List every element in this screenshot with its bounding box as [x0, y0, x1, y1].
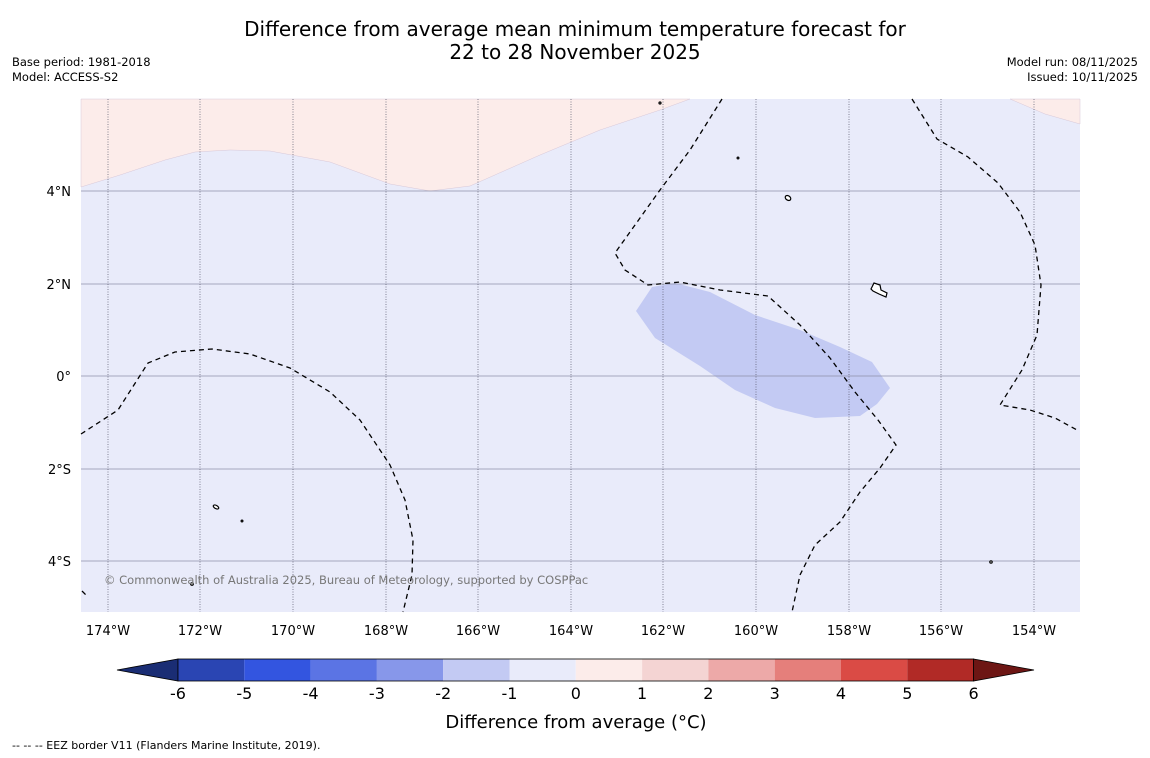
- colorbar-segment: [774, 659, 841, 681]
- anomaly-region-warm-top: [80, 98, 691, 192]
- anomaly-region-warm-corner: [1009, 98, 1081, 125]
- island: [658, 101, 662, 105]
- meta-left: Base period: 1981-2018 Model: ACCESS-S2: [12, 55, 151, 85]
- island: [240, 519, 244, 523]
- lat-label: 4°S: [48, 555, 71, 570]
- colorbar-segment: [708, 659, 775, 681]
- lat-label: 0°: [56, 370, 71, 385]
- eez-border-west-fragment: [81, 590, 87, 596]
- island: [784, 194, 792, 202]
- colorbar-label: Difference from average (°C): [445, 712, 706, 733]
- colorbar-segment: [376, 659, 444, 681]
- colorbar-tick: -3: [369, 684, 385, 703]
- colorbar-tick: 3: [770, 684, 780, 703]
- colorbar-segment: [509, 659, 576, 681]
- lon-label: 170°W: [271, 624, 315, 639]
- lon-label: 164°W: [549, 624, 593, 639]
- colorbar: -6 -5 -4 -3 -2 -1 0 1 2 3 4 5 6 Differen…: [116, 658, 1035, 733]
- island: [190, 582, 194, 586]
- model-name: Model: ACCESS-S2: [12, 70, 119, 84]
- colorbar-extend-low: [116, 658, 179, 682]
- lon-label: 154°W: [1012, 624, 1056, 639]
- meridians: [107, 99, 1035, 612]
- colorbar-tick: -1: [502, 684, 518, 703]
- eez-footnote: -- -- -- EEZ border V11 (Flanders Marine…: [12, 739, 321, 752]
- colorbar-tick: 2: [703, 684, 713, 703]
- meta-right: Model run: 08/11/2025 Issued: 10/11/2025: [1007, 55, 1138, 85]
- island-group: [870, 282, 888, 298]
- island: [736, 156, 740, 160]
- lat-axis-labels: 4°N 2°N 0° 2°S 4°S: [47, 185, 72, 570]
- colorbar-segment: [642, 659, 709, 681]
- colorbar-tick: 5: [902, 684, 912, 703]
- lat-label: 2°S: [48, 463, 71, 478]
- colorbar-outline: [177, 658, 974, 682]
- title-line-2: 22 to 28 November 2025: [449, 40, 701, 64]
- lon-label: 174°W: [86, 624, 130, 639]
- base-period: Base period: 1981-2018: [12, 55, 151, 69]
- colorbar-segment: [907, 659, 974, 681]
- island: [989, 560, 993, 564]
- anomaly-region-cool: [636, 283, 890, 418]
- lon-axis-labels: 174°W 172°W 170°W 168°W 166°W 164°W 162°…: [86, 624, 1056, 639]
- lat-label: 4°N: [47, 185, 72, 200]
- eez-borders: [80, 98, 1078, 613]
- lon-label: 162°W: [641, 624, 685, 639]
- colorbar-segment: [310, 659, 377, 681]
- lon-label: 166°W: [456, 624, 500, 639]
- colorbar-ticks: -6 -5 -4 -3 -2 -1 0 1 2 3 4 5 6: [170, 684, 979, 703]
- gridlines: [81, 190, 1080, 562]
- copyright-text: © Commonwealth of Australia 2025, Bureau…: [104, 573, 588, 587]
- issued-date: Issued: 10/11/2025: [1027, 70, 1138, 84]
- lon-label: 158°W: [827, 624, 871, 639]
- islands: [190, 101, 993, 586]
- colorbar-tick: 6: [969, 684, 979, 703]
- colorbar-segment: [575, 659, 643, 681]
- title-line-1: Difference from average mean minimum tem…: [244, 17, 906, 41]
- lon-label: 156°W: [919, 624, 963, 639]
- map-background: [81, 99, 1080, 612]
- colorbar-tick: -6: [170, 684, 186, 703]
- lon-label: 160°W: [734, 624, 778, 639]
- colorbar-segment: [178, 659, 245, 681]
- colorbar-tick: 0: [571, 684, 581, 703]
- colorbar-tick: 1: [637, 684, 647, 703]
- map-plot: © Commonwealth of Australia 2025, Bureau…: [80, 98, 1081, 613]
- colorbar-tick: -5: [236, 684, 252, 703]
- lat-label: 2°N: [47, 278, 72, 293]
- lon-label: 168°W: [364, 624, 408, 639]
- eez-border-west: [80, 348, 414, 613]
- eez-border-east: [911, 98, 1078, 431]
- lon-label: 172°W: [178, 624, 222, 639]
- model-run: Model run: 08/11/2025: [1006, 55, 1138, 69]
- map-title: Difference from average mean minimum tem…: [0, 18, 1150, 64]
- colorbar-segment: [244, 659, 311, 681]
- colorbar-extend-high: [973, 658, 1035, 682]
- island: [212, 504, 220, 510]
- eez-border-central: [614, 98, 897, 613]
- colorbar-segment: [443, 659, 510, 681]
- colorbar-segment: [841, 659, 908, 681]
- colorbar-tick: -4: [303, 684, 319, 703]
- colorbar-tick: -2: [435, 684, 451, 703]
- colorbar-tick: 4: [836, 684, 846, 703]
